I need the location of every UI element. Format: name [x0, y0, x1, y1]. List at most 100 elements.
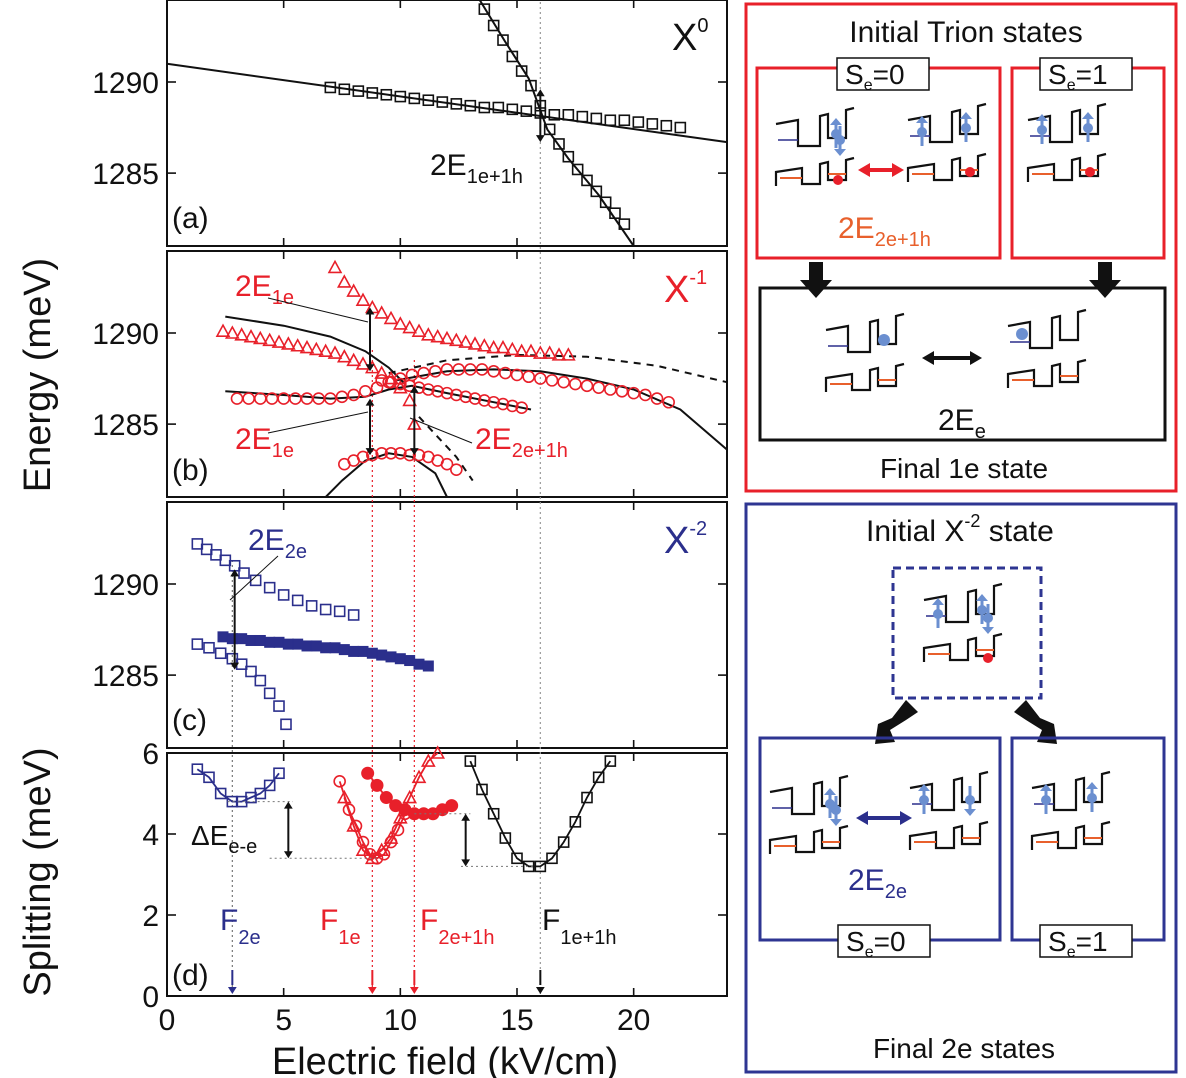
- point-c-1: [376, 649, 388, 661]
- qd-trion-c-vb: [1026, 152, 1107, 182]
- point-b-4: [450, 463, 463, 476]
- point-d-4: [511, 852, 523, 865]
- point-b-2: [487, 364, 500, 378]
- final-1e-box: [758, 286, 1167, 442]
- panel-b-tag: (b): [172, 454, 209, 487]
- point-a-1: [553, 138, 565, 150]
- point-a-0: [436, 96, 449, 108]
- point-b-4: [394, 446, 407, 460]
- point-b-0: [476, 338, 492, 352]
- point-c-2: [235, 658, 248, 670]
- y-tick-label: 1285: [92, 158, 159, 191]
- fit-b-3: [324, 452, 448, 498]
- point-a-0: [464, 99, 477, 112]
- point-a-0: [576, 110, 589, 123]
- point-b-1: [355, 356, 371, 370]
- point-d-2: [374, 842, 390, 857]
- qd-2e-b: [908, 770, 989, 850]
- qd-2e-b-s2-spin-head: [964, 809, 976, 816]
- qd-2e-c-s1-spin-head: [1040, 784, 1052, 791]
- point-a-1: [506, 50, 519, 63]
- point-b-3: [450, 388, 463, 402]
- label-f-2e: F2e: [220, 904, 261, 949]
- point-a-1: [618, 218, 631, 230]
- arrow-b-1-head-top: [365, 398, 375, 406]
- point-a-0: [562, 109, 575, 121]
- y-tick-label: 1290: [92, 67, 159, 100]
- point-c-2: [191, 638, 204, 650]
- label-f-1e1h: F1e+1h: [542, 904, 617, 949]
- point-c-0: [305, 600, 318, 612]
- point-c-1: [292, 638, 304, 650]
- point-d-2: [411, 769, 427, 784]
- point-a-1: [609, 207, 621, 219]
- qd-2e-b-s1-spin-head: [918, 784, 930, 791]
- x2-exchange-arrow-head-l: [856, 811, 868, 825]
- qd-trion-b-hole: [965, 167, 975, 177]
- point-c-1: [273, 636, 285, 648]
- point-b-2: [347, 388, 360, 402]
- point-b-1: [299, 339, 315, 354]
- point-a-0: [394, 90, 407, 103]
- point-a-1: [581, 174, 593, 187]
- point-d-2: [430, 745, 446, 759]
- point-a-0: [604, 114, 617, 127]
- qd-2e-c: [1030, 770, 1111, 850]
- trion-arrow-down-left: [800, 262, 832, 298]
- fit-b-1: [225, 384, 532, 411]
- x2-initial-box: [891, 566, 1043, 700]
- qd-final-b: [1006, 308, 1087, 388]
- plot-layer: 0 5 10 15 20 1285 1290 1285 1290 1285 1290 0 2 4 6: [92, 0, 728, 1037]
- point-d-1: [342, 803, 356, 817]
- point-b-1: [290, 338, 306, 352]
- point-b-2: [534, 372, 547, 385]
- qd-2e-c-vb: [1030, 820, 1111, 850]
- x2-se1-tag: [1039, 924, 1133, 958]
- label-f-2e1h: F2e+1h: [420, 904, 495, 949]
- point-b-0: [383, 310, 399, 325]
- point-a-0: [478, 101, 491, 114]
- point-d-4: [476, 783, 488, 796]
- field-marker-head-2: [409, 987, 419, 994]
- point-d-2: [336, 789, 352, 804]
- qd-trion-b-s2-spin-head: [960, 112, 972, 119]
- point-a-0: [422, 94, 435, 107]
- point-b-0: [467, 336, 483, 350]
- point-d-1: [356, 835, 370, 849]
- leader-2e-2e: [229, 555, 279, 601]
- fit-a-1: [478, 0, 635, 247]
- point-b-2: [522, 370, 535, 384]
- point-c-0: [210, 549, 222, 561]
- point-a-0: [548, 109, 561, 121]
- curve-d-4: [469, 760, 612, 868]
- point-d-4: [499, 832, 512, 844]
- y-tick-label: 0: [142, 981, 159, 1014]
- x2-se1-text: Se=1: [1048, 926, 1108, 961]
- quantum-dot-diagrams: [768, 102, 1111, 854]
- point-b-0: [523, 343, 539, 358]
- point-b-2: [289, 392, 302, 405]
- point-d-0: [263, 779, 276, 792]
- qd-x2-init-cb: [923, 582, 1003, 624]
- point-a-0: [590, 112, 603, 125]
- point-d-0: [191, 763, 204, 776]
- point-c-0: [249, 574, 262, 587]
- point-c-1: [226, 633, 238, 645]
- point-b-3: [375, 374, 388, 387]
- qd-trion-a-s2-spin-head: [834, 149, 846, 156]
- point-b-0: [327, 259, 343, 274]
- qd-final-a: [824, 312, 905, 392]
- qd-x2-init-s2-spin-head: [976, 594, 988, 601]
- point-d-2: [402, 789, 418, 804]
- point-b-1: [271, 334, 287, 348]
- qd-trion-a-cb: [775, 106, 855, 148]
- point-d-0: [254, 787, 267, 800]
- point-c-1: [310, 640, 322, 652]
- point-a-0: [618, 114, 631, 127]
- point-b-3: [384, 375, 398, 389]
- point-c-2: [273, 700, 285, 712]
- x-axis-label: Electric field (kV/cm): [272, 1041, 618, 1078]
- point-b-3: [515, 401, 528, 415]
- point-c-1: [422, 660, 434, 672]
- trion-arrow-down-right: [1089, 262, 1121, 298]
